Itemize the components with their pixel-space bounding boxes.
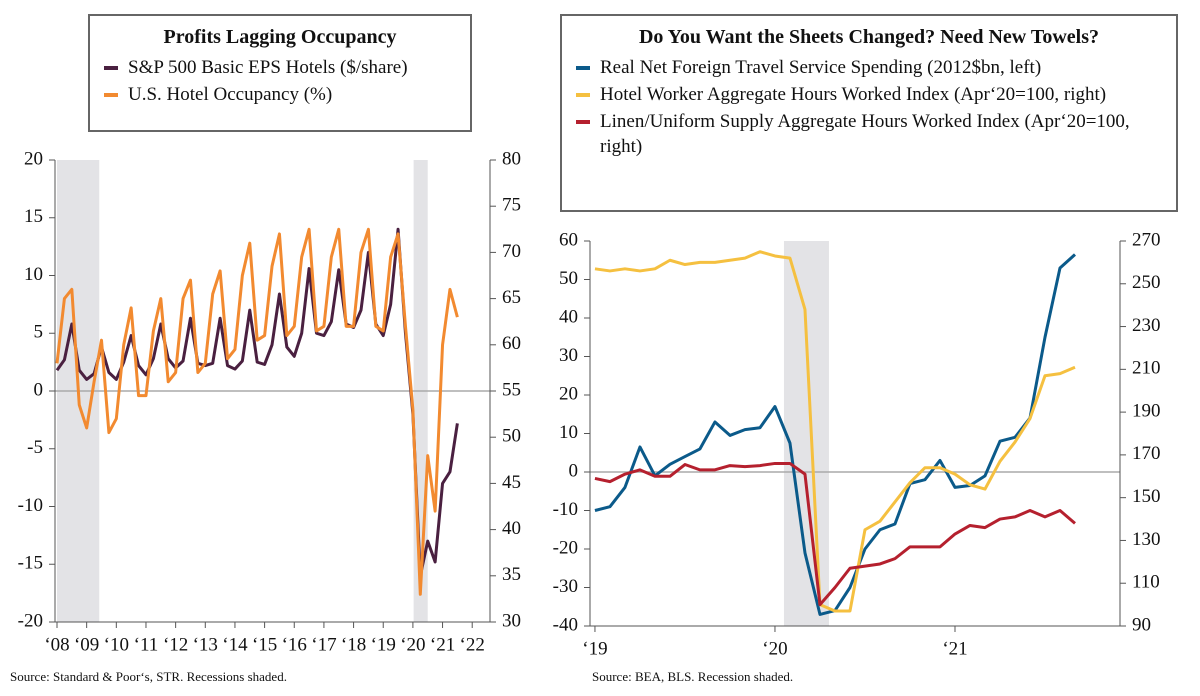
y-tick-label: 60 [559,229,578,250]
legend-entry: Linen/Uniform Supply Aggregate Hours Wor… [576,109,1162,159]
y2-tick-label: 110 [1132,572,1160,593]
y2-tick-label: 40 [502,518,521,539]
y-tick-label: -20 [18,610,43,631]
y-tick-label: 5 [34,322,44,343]
legend-entry: U.S. Hotel Occupancy (%) [104,82,456,107]
y2-tick-label: 65 [502,287,521,308]
x-tick-label: ‘21 [430,634,455,655]
legend-entry: Hotel Worker Aggregate Hours Worked Inde… [576,82,1162,107]
x-tick-label: ‘08 [44,634,69,655]
y2-tick-label: 210 [1132,358,1161,379]
legend-label: Hotel Worker Aggregate Hours Worked Inde… [600,84,1107,105]
y-tick-label: -10 [18,495,43,516]
legend-swatch [576,66,590,70]
y2-tick-label: 130 [1132,529,1161,550]
legend-label: Real Net Foreign Travel Service Spending… [600,57,1042,78]
x-tick-label: ‘21 [942,638,967,659]
y-tick-label: 10 [559,422,578,443]
x-tick-label: ‘15 [252,634,277,655]
legend-swatch [104,66,118,70]
legend: Do You Want the Sheets Changed? Need New… [560,14,1178,212]
y2-tick-label: 70 [502,241,521,262]
y2-tick-label: 75 [502,195,521,216]
series-line [594,461,1076,607]
y2-tick-label: 270 [1132,229,1161,250]
y2-tick-label: 60 [502,333,521,354]
y-tick-label: 0 [569,460,579,481]
legend-title: Profits Lagging Occupancy [163,26,397,48]
source-note: Source: Standard & Poor‘s, STR. Recessio… [10,669,287,684]
series-line [594,250,1076,613]
x-tick-label: ‘13 [193,634,218,655]
y-tick-label: 30 [559,345,578,366]
legend-label: S&P 500 Basic EPS Hotels ($/share) [128,57,408,78]
legend-swatch [576,93,590,97]
x-tick-label: ‘14 [222,634,248,655]
y-tick-label: -40 [553,614,578,635]
y2-tick-label: 50 [502,426,521,447]
legend: Profits Lagging Occupancy S&P 500 Basic E… [88,14,472,132]
y2-tick-label: 90 [1132,614,1151,635]
y-tick-label: -30 [553,576,578,597]
y2-tick-label: 230 [1132,315,1161,336]
y2-tick-label: 250 [1132,272,1161,293]
shaded-period [783,241,829,626]
source-note: Source: BEA, BLS. Recession shaded. [592,669,793,684]
legend-swatch [576,120,590,124]
y2-tick-label: 55 [502,379,521,400]
legend-entry: Real Net Foreign Travel Service Spending… [576,55,1162,80]
legend-title: Do You Want the Sheets Changed? Need New… [638,26,1100,48]
x-tick-label: ‘17 [311,634,336,655]
series-line [594,253,1077,616]
y-tick-label: -15 [18,553,43,574]
y-tick-label: 0 [34,379,44,400]
x-tick-label: ‘09 [74,634,99,655]
x-tick-label: ‘19 [371,634,396,655]
y-tick-label: 20 [24,148,43,169]
y2-tick-label: 190 [1132,400,1161,421]
y2-tick-label: 80 [502,148,521,169]
x-tick-label: ‘11 [134,634,159,655]
x-tick-label: ‘18 [341,634,366,655]
series-line [55,227,459,578]
y-tick-label: 40 [559,306,578,327]
y2-tick-label: 45 [502,472,521,493]
y2-tick-label: 170 [1132,443,1161,464]
y-tick-label: 20 [559,383,578,404]
y2-tick-label: 35 [502,564,521,585]
y2-tick-label: 150 [1132,486,1161,507]
y-tick-label: -20 [553,537,578,558]
x-tick-label: ‘19 [582,638,607,659]
legend-label: Linen/Uniform Supply Aggregate Hours Wor… [600,111,1130,157]
x-tick-label: ‘10 [104,634,129,655]
x-tick-label: ‘12 [163,634,188,655]
series-line [55,227,459,596]
x-tick-label: ‘20 [762,638,787,659]
y-tick-label: -10 [553,499,578,520]
legend-swatch [104,93,118,97]
x-tick-label: ‘22 [460,634,485,655]
y-tick-label: 10 [24,264,43,285]
y2-tick-label: 30 [502,610,521,631]
y-tick-label: 15 [24,206,43,227]
legend-label: U.S. Hotel Occupancy (%) [128,84,333,105]
legend-entry: S&P 500 Basic EPS Hotels ($/share) [104,55,456,80]
y-tick-label: -5 [27,437,43,458]
x-tick-label: ‘16 [282,634,307,655]
x-tick-label: ‘20 [400,634,425,655]
y-tick-label: 50 [559,268,578,289]
